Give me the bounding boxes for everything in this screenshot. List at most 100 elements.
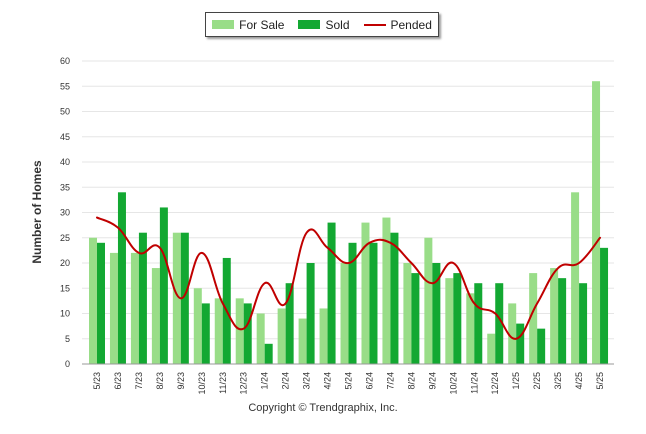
x-tick-label: 1/24	[260, 372, 270, 390]
bar-sold[interactable]	[453, 273, 462, 364]
y-tick-label: 30	[60, 208, 70, 218]
bar-sold[interactable]	[348, 242, 357, 364]
y-axis-label: Number of Homes	[30, 160, 44, 264]
bar-for-sale[interactable]	[529, 273, 538, 364]
x-tick-label: 9/24	[427, 372, 437, 390]
bar-for-sale[interactable]	[592, 81, 601, 364]
bar-sold[interactable]	[306, 263, 315, 364]
grid-lines	[82, 60, 614, 340]
bar-sold[interactable]	[600, 247, 609, 364]
legend-label-pended: Pended	[390, 17, 432, 32]
bar-for-sale[interactable]	[130, 252, 139, 364]
sold-swatch	[298, 20, 321, 29]
bar-for-sale[interactable]	[214, 298, 223, 364]
bar-sold[interactable]	[285, 283, 294, 364]
x-tick-label: 6/24	[364, 372, 374, 390]
bar-sold[interactable]	[201, 303, 210, 364]
y-tick-label: 50	[60, 107, 70, 117]
y-tick-label: 25	[60, 233, 70, 243]
bar-for-sale[interactable]	[109, 252, 118, 364]
bar-sold[interactable]	[369, 242, 378, 364]
bar-for-sale[interactable]	[382, 217, 391, 364]
legend-item-pended[interactable]: Pended	[363, 17, 432, 32]
for-sale-swatch	[212, 20, 235, 29]
y-tick-label: 60	[60, 56, 70, 66]
y-tick-label: 35	[60, 182, 70, 192]
bar-sold[interactable]	[180, 232, 189, 364]
bar-sold[interactable]	[327, 222, 336, 364]
legend-item-sold[interactable]: Sold	[298, 17, 350, 32]
y-tick-label: 55	[60, 81, 70, 91]
bar-sold[interactable]	[537, 328, 546, 364]
x-tick-label: 10/24	[448, 372, 458, 395]
bar-sold[interactable]	[411, 273, 420, 364]
pended-line-layer	[96, 216, 602, 340]
y-tick-label: 10	[60, 309, 70, 319]
bar-sold[interactable]	[138, 232, 147, 364]
legend: For Sale Sold Pended	[205, 12, 439, 37]
bar-for-sale[interactable]	[445, 278, 454, 364]
bar-for-sale[interactable]	[235, 298, 244, 364]
legend-label-sold: Sold	[325, 17, 350, 32]
bar-sold[interactable]	[159, 207, 168, 364]
y-tick-label: 5	[65, 334, 70, 344]
bar-sold[interactable]	[516, 323, 525, 364]
bars	[89, 81, 609, 365]
x-tick-label: 5/23	[92, 372, 102, 390]
bar-sold[interactable]	[558, 278, 567, 364]
x-tick-label: 3/24	[302, 372, 312, 390]
x-tick-label: 12/24	[490, 372, 500, 395]
bar-for-sale[interactable]	[193, 288, 202, 364]
x-axis-ticks: 5/23 6/23 7/23 8/23 9/23 10/23 11/23 12/23 1/24 2…	[92, 372, 605, 395]
y-axis-ticks: 0 5 10 15 20 25 30 35 40 45 50 55 60	[60, 56, 70, 369]
x-tick-label: 4/24	[323, 372, 333, 390]
bar-sold[interactable]	[117, 192, 126, 364]
x-tick-label: 5/25	[595, 372, 605, 390]
bar-sold[interactable]	[264, 343, 273, 364]
bar-sold[interactable]	[495, 283, 504, 364]
bar-for-sale[interactable]	[340, 263, 349, 364]
x-tick-label: 4/25	[574, 372, 584, 390]
bar-sold[interactable]	[474, 283, 483, 364]
x-tick-label: 7/23	[134, 372, 144, 390]
bar-for-sale[interactable]	[256, 313, 265, 365]
bar-for-sale[interactable]	[319, 308, 328, 364]
bar-sold[interactable]	[243, 303, 252, 364]
bar-for-sale[interactable]	[466, 293, 475, 364]
bar-sold[interactable]	[579, 283, 588, 364]
y-tick-label: 15	[60, 283, 70, 293]
x-tick-label: 7/24	[385, 372, 395, 390]
y-tick-label: 45	[60, 132, 70, 142]
bar-for-sale[interactable]	[571, 192, 580, 364]
bar-for-sale[interactable]	[89, 237, 97, 364]
x-tick-label: 1/25	[511, 372, 521, 390]
bar-sold[interactable]	[390, 232, 399, 364]
bar-for-sale[interactable]	[298, 318, 307, 364]
x-tick-label: 3/25	[553, 372, 563, 390]
x-tick-label: 2/25	[532, 372, 542, 390]
legend-item-for-sale[interactable]: For Sale	[212, 18, 284, 32]
x-tick-label: 12/23	[239, 372, 249, 395]
bar-for-sale[interactable]	[508, 303, 517, 364]
copyright-text: Copyright © Trendgraphix, Inc.	[248, 402, 398, 414]
x-tick-label: 6/23	[113, 372, 123, 390]
bar-for-sale[interactable]	[361, 222, 370, 364]
x-tick-label: 11/24	[469, 372, 479, 394]
bar-for-sale[interactable]	[151, 268, 160, 364]
x-tick-label: 9/23	[176, 372, 186, 390]
legend-label-for-sale: For Sale	[239, 17, 285, 32]
pended-line[interactable]	[96, 216, 602, 340]
bar-sold[interactable]	[432, 263, 441, 364]
bar-for-sale[interactable]	[277, 308, 286, 364]
pended-swatch	[363, 23, 386, 26]
x-tick-label: 11/23	[218, 372, 228, 394]
bar-sold[interactable]	[97, 242, 105, 364]
bar-for-sale[interactable]	[424, 237, 433, 364]
bar-for-sale[interactable]	[550, 268, 559, 364]
y-tick-label: 20	[60, 258, 70, 268]
y-tick-label: 0	[65, 359, 70, 369]
bar-for-sale[interactable]	[403, 263, 412, 364]
bar-for-sale[interactable]	[487, 333, 496, 364]
bar-for-sale[interactable]	[172, 232, 181, 364]
